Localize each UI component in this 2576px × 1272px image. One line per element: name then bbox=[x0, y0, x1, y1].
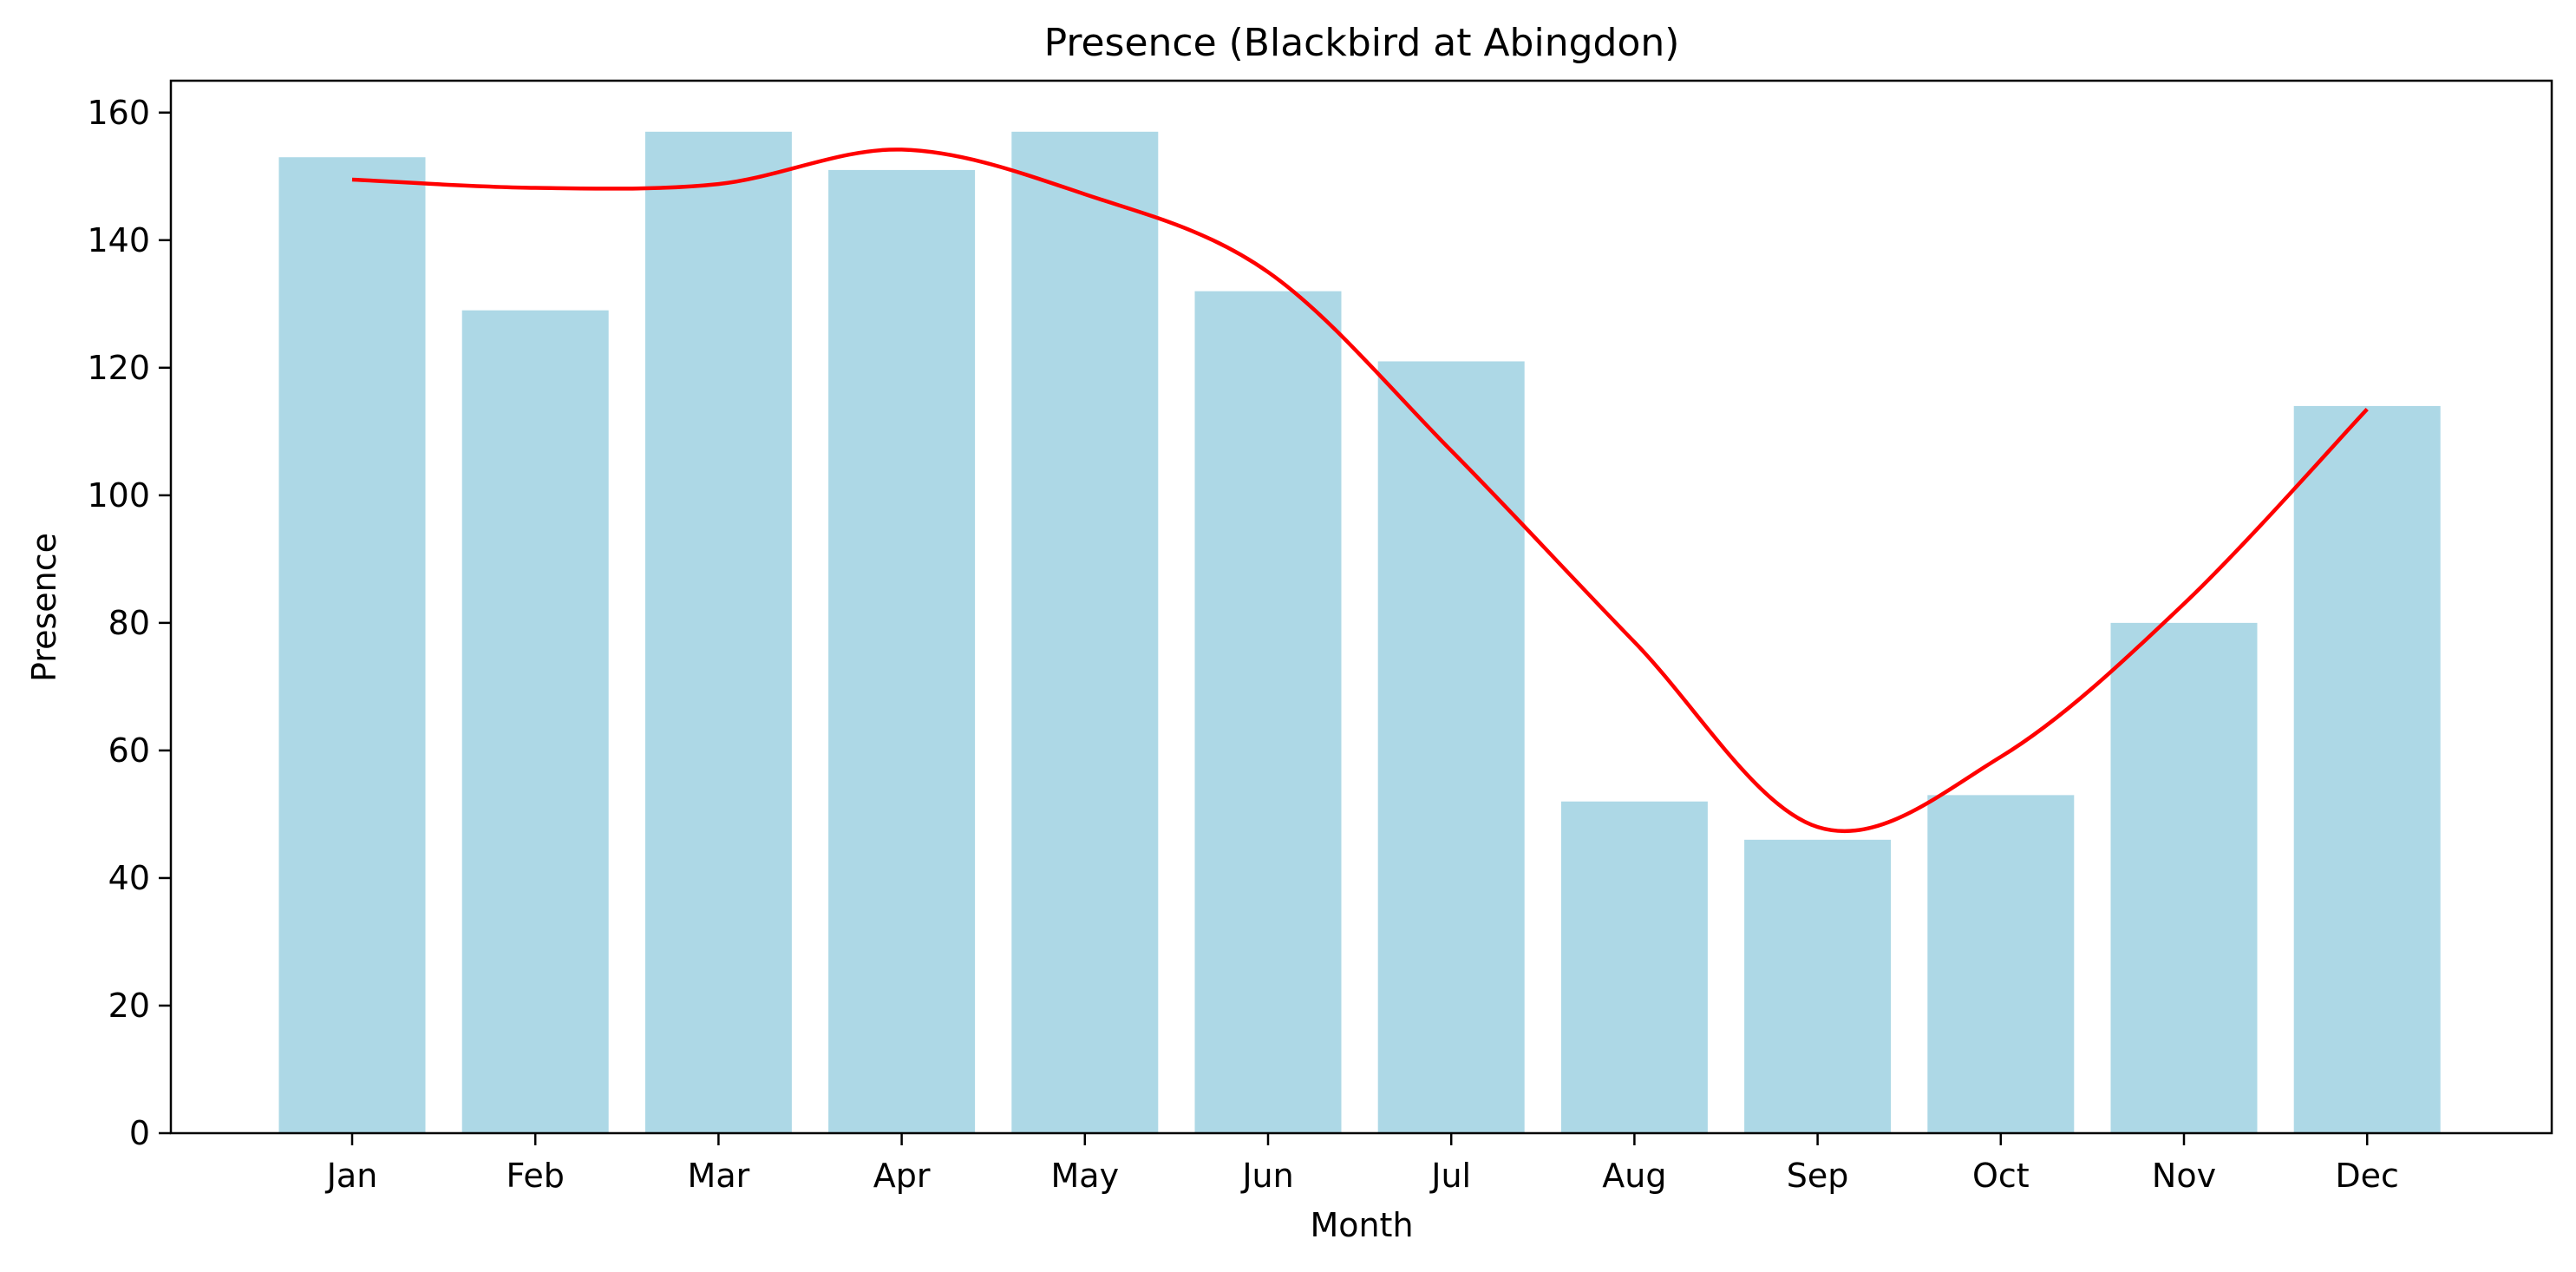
x-axis: Jan Feb Mar Apr May Jun Jul Aug Sep Oct Nov Dec bbox=[325, 1133, 2399, 1195]
bar-dec bbox=[2293, 405, 2441, 1134]
bars-group bbox=[278, 131, 2441, 1134]
x-tick-label: Nov bbox=[2152, 1157, 2216, 1195]
y-axis: 0 20 40 60 80 100 120 140 160 bbox=[87, 94, 171, 1152]
bar-apr bbox=[828, 169, 976, 1133]
y-tick-label: 160 bbox=[87, 94, 150, 132]
bar-jan bbox=[278, 157, 426, 1134]
bar-jul bbox=[1377, 361, 1525, 1133]
bar-aug bbox=[1560, 801, 1708, 1133]
x-tick-label: Oct bbox=[1972, 1157, 2030, 1195]
bar-oct bbox=[1927, 795, 2075, 1133]
bar-mar bbox=[644, 131, 792, 1133]
y-tick-label: 140 bbox=[87, 221, 150, 259]
bar-nov bbox=[2110, 622, 2258, 1133]
y-tick-label: 60 bbox=[108, 731, 150, 770]
y-tick-label: 80 bbox=[108, 604, 150, 642]
chart-title: Presence (Blackbird at Abingdon) bbox=[1044, 21, 1680, 65]
x-tick-label: Dec bbox=[2335, 1157, 2399, 1195]
x-tick-label: Sep bbox=[1787, 1157, 1849, 1195]
y-tick-label: 0 bbox=[129, 1114, 150, 1152]
x-tick-label: Mar bbox=[688, 1157, 750, 1195]
x-tick-label: Jan bbox=[325, 1157, 378, 1195]
y-tick-label: 40 bbox=[108, 859, 150, 897]
y-tick-label: 100 bbox=[87, 476, 150, 515]
x-tick-label: Jul bbox=[1429, 1157, 1471, 1195]
x-tick-label: Aug bbox=[1602, 1157, 1666, 1195]
y-tick-label: 20 bbox=[108, 987, 150, 1025]
y-axis-label: Presence bbox=[25, 533, 63, 682]
bar-jun bbox=[1194, 291, 1342, 1134]
bar-sep bbox=[1744, 839, 1892, 1133]
y-tick-label: 120 bbox=[87, 349, 150, 387]
x-tick-label: Jun bbox=[1240, 1157, 1293, 1195]
x-tick-label: Apr bbox=[873, 1157, 931, 1195]
trend-line bbox=[351, 148, 2369, 833]
bar-may bbox=[1011, 131, 1159, 1133]
bar-feb bbox=[461, 310, 609, 1133]
x-tick-label: May bbox=[1051, 1157, 1120, 1195]
x-axis-label: Month bbox=[1310, 1206, 1413, 1244]
plot-frame bbox=[169, 79, 2553, 1135]
x-tick-label: Feb bbox=[507, 1157, 565, 1195]
